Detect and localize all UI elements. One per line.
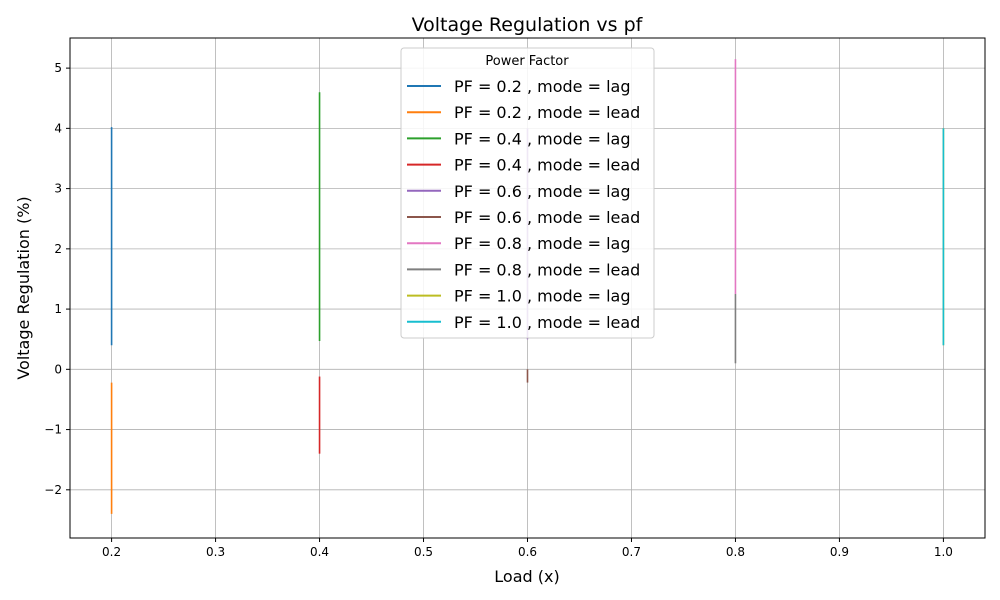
- legend-label: PF = 1.0 , mode = lead: [454, 313, 640, 332]
- legend-label: PF = 0.4 , mode = lag: [454, 129, 631, 148]
- legend-label: PF = 1.0 , mode = lag: [454, 287, 631, 306]
- x-tick-label: 1.0: [934, 545, 953, 559]
- x-tick-label: 0.5: [414, 545, 433, 559]
- y-tick-label: 1: [54, 302, 62, 316]
- legend-label: PF = 0.8 , mode = lag: [454, 234, 631, 253]
- y-tick-label: −1: [44, 423, 62, 437]
- y-tick-label: 5: [54, 61, 62, 75]
- x-tick-label: 0.8: [726, 545, 745, 559]
- legend-label: PF = 0.2 , mode = lead: [454, 103, 640, 122]
- x-tick-label: 0.9: [830, 545, 849, 559]
- legend-title: Power Factor: [485, 54, 569, 69]
- chart-title: Voltage Regulation vs pf: [412, 14, 644, 36]
- legend-label: PF = 0.8 , mode = lead: [454, 260, 640, 279]
- legend-box: [400, 47, 655, 339]
- y-tick-label: 4: [54, 121, 62, 135]
- y-tick-label: −2: [44, 483, 62, 497]
- axis-ticks: 0.2 0.3 0.4 0.5 0.6 0.7 0.8 0.9 1.0 −2 −1 0 1 2 3 4 5: [44, 61, 953, 559]
- y-tick-label: 0: [54, 362, 62, 376]
- x-tick-label: 0.4: [310, 545, 329, 559]
- y-tick-label: 2: [54, 242, 62, 256]
- x-tick-label: 0.7: [622, 545, 641, 559]
- y-tick-label: 3: [54, 182, 62, 196]
- legend-label: PF = 0.4 , mode = lead: [454, 156, 640, 175]
- legend-label: PF = 0.6 , mode = lag: [454, 182, 631, 201]
- legend-label: PF = 0.2 , mode = lag: [454, 77, 631, 96]
- legend: Power Factor PF = 0.2 , mode = lag PF = 0…: [400, 47, 655, 339]
- x-tick-label: 0.2: [102, 545, 121, 559]
- legend-label: PF = 0.6 , mode = lead: [454, 208, 640, 227]
- x-tick-label: 0.6: [518, 545, 537, 559]
- y-axis-title: Voltage Regulation (%): [14, 196, 33, 379]
- x-tick-label: 0.3: [206, 545, 225, 559]
- x-axis-title: Load (x): [494, 567, 559, 586]
